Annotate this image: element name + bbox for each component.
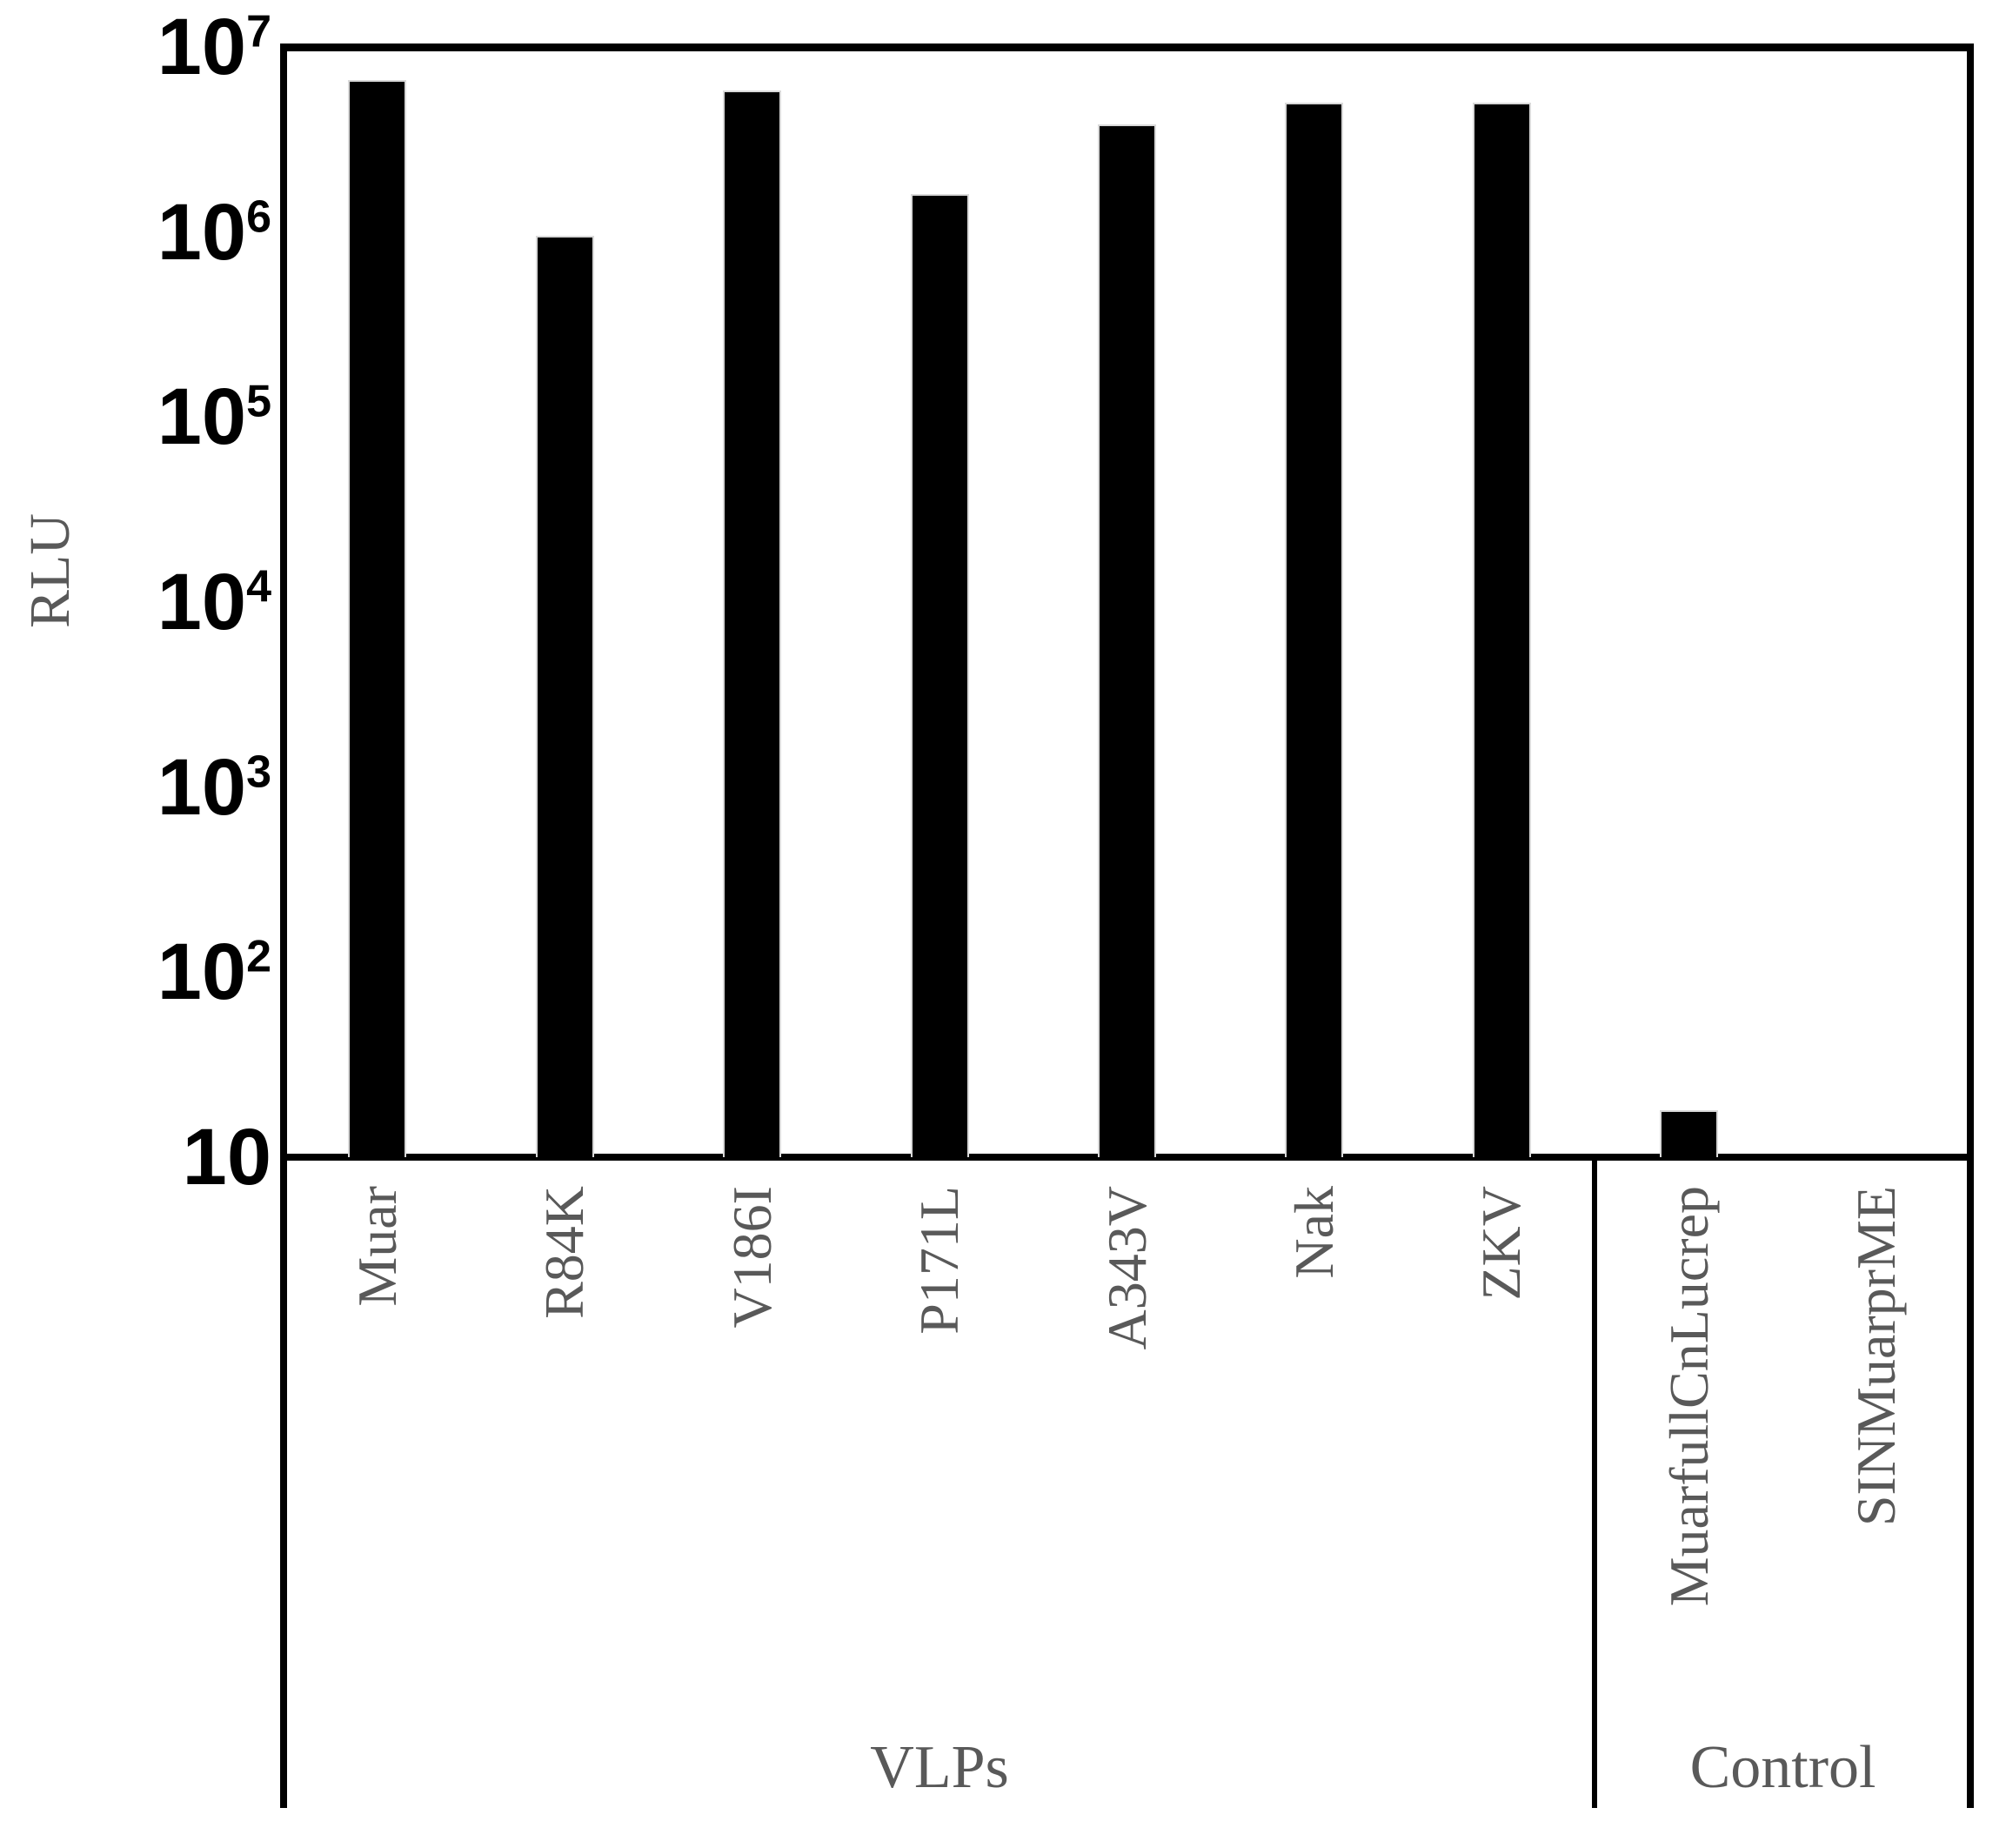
x-label-a343v: A343V [1095, 1186, 1158, 1350]
bar-muar [348, 80, 407, 1157]
label-area-right-line [1967, 1161, 1974, 1808]
x-label-muar: Muar [345, 1186, 408, 1307]
y-tick-10e7: 107 [157, 3, 271, 91]
y-axis-title: RLU [18, 513, 82, 628]
y-tick-10e5: 105 [157, 372, 271, 462]
group-label-vlps: VLPs [870, 1734, 1009, 1801]
bar-muarfullcnlucrep [1660, 1109, 1719, 1157]
plot-top-border [280, 44, 1974, 51]
y-tick-10e4: 104 [157, 558, 271, 646]
x-label-p171l: P171L [908, 1186, 971, 1335]
y-tick-10e3: 103 [157, 742, 271, 832]
y-tick-10e6: 106 [157, 187, 271, 277]
y-tick-10e1: 10 [182, 1113, 271, 1202]
x-label-v186i: V186I [720, 1186, 783, 1329]
x-label-sinmuarprme: SINMuarprME [1845, 1186, 1908, 1527]
bar-p171l [910, 194, 969, 1157]
group-divider-line [1592, 1161, 1597, 1808]
bar-a343v [1098, 124, 1156, 1157]
group-label-control: Control [1689, 1734, 1876, 1801]
x-axis-line [280, 1154, 1974, 1161]
x-label-zkv: ZKV [1470, 1186, 1533, 1301]
y-tick-10e2: 102 [157, 927, 271, 1017]
plot-right-border [1967, 44, 1974, 1161]
bar-v186i [723, 90, 782, 1157]
bar-zkv [1472, 103, 1531, 1157]
bar-nak [1285, 103, 1344, 1157]
x-label-muarfullcnlucrep: MuarfullCnLucrep [1657, 1186, 1720, 1607]
x-label-r84k: R84K [533, 1186, 596, 1319]
x-label-nak: Nak [1282, 1186, 1345, 1279]
bar-r84k [535, 236, 594, 1157]
y-axis-line [280, 44, 287, 1161]
label-area-left-line [280, 1161, 287, 1808]
